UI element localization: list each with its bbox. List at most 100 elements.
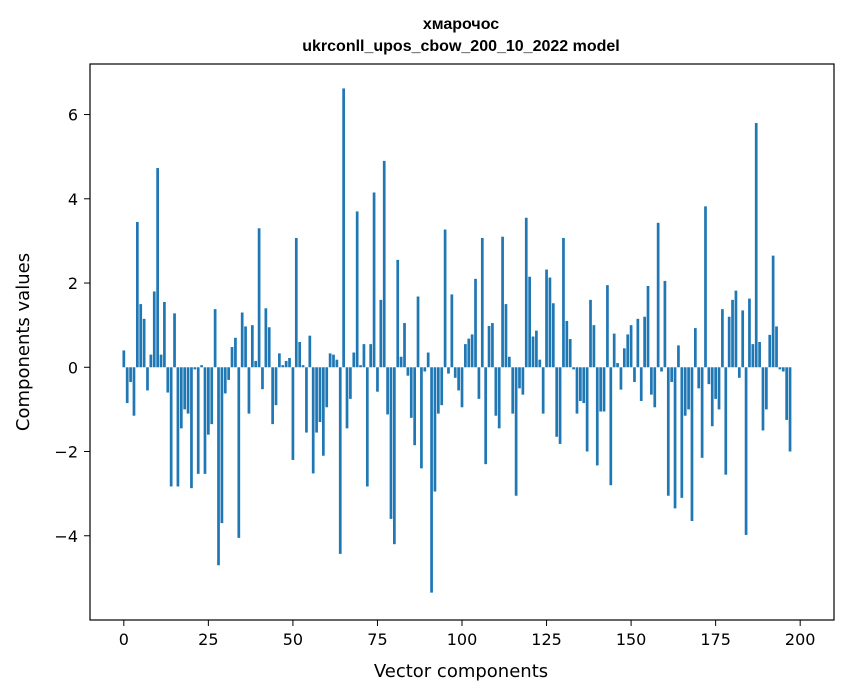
bar bbox=[453, 367, 457, 378]
bar bbox=[230, 347, 234, 368]
y-axis-label: Components values bbox=[13, 253, 34, 431]
bar bbox=[345, 367, 349, 429]
bar bbox=[247, 367, 251, 414]
x-axis-label: Vector components bbox=[374, 661, 548, 682]
bar bbox=[210, 367, 214, 425]
bar bbox=[169, 367, 173, 487]
bar bbox=[501, 236, 504, 368]
bar bbox=[602, 367, 606, 412]
bar bbox=[281, 365, 285, 368]
bar bbox=[731, 299, 734, 368]
x-tick-label: 175 bbox=[700, 630, 731, 649]
bar bbox=[663, 280, 667, 368]
bar bbox=[589, 299, 592, 368]
bar bbox=[629, 325, 633, 368]
bar bbox=[166, 367, 170, 393]
bar bbox=[227, 367, 231, 380]
bar bbox=[531, 336, 535, 368]
bar bbox=[406, 367, 410, 376]
bar bbox=[683, 367, 687, 416]
bar bbox=[748, 298, 751, 368]
bar bbox=[311, 367, 315, 474]
bar bbox=[305, 367, 308, 433]
bar bbox=[785, 367, 789, 420]
bar bbox=[677, 345, 680, 368]
bar bbox=[379, 299, 383, 368]
y-tick-label: −4 bbox=[54, 527, 78, 546]
bar bbox=[433, 367, 437, 492]
bar bbox=[139, 304, 143, 368]
bar bbox=[355, 211, 359, 368]
bar bbox=[565, 320, 569, 368]
bar bbox=[700, 367, 704, 458]
bar bbox=[332, 354, 335, 368]
bar bbox=[284, 360, 288, 368]
bar bbox=[609, 367, 613, 486]
bar bbox=[470, 334, 474, 368]
bar bbox=[146, 367, 149, 391]
bar bbox=[267, 327, 271, 368]
bar bbox=[349, 367, 352, 399]
bar bbox=[301, 365, 305, 368]
chart-subtitle: ukrconll_upos_cbow_200_10_2022 model bbox=[302, 38, 619, 55]
bar bbox=[636, 318, 640, 368]
bar bbox=[186, 367, 190, 414]
bar bbox=[477, 367, 481, 399]
bar bbox=[396, 259, 400, 368]
bar bbox=[690, 367, 694, 522]
bar bbox=[666, 367, 670, 496]
bar bbox=[737, 367, 741, 378]
bar bbox=[288, 358, 291, 368]
bar bbox=[403, 323, 406, 368]
bar bbox=[217, 367, 220, 566]
bar bbox=[656, 222, 660, 368]
bar bbox=[572, 367, 575, 370]
bar bbox=[372, 192, 376, 368]
bar bbox=[173, 313, 176, 368]
bar bbox=[386, 367, 389, 415]
bar bbox=[335, 359, 339, 368]
bar bbox=[650, 367, 653, 395]
bar bbox=[193, 367, 197, 370]
bar bbox=[359, 365, 362, 368]
bar bbox=[264, 308, 268, 368]
bar bbox=[511, 367, 515, 414]
bar bbox=[761, 367, 765, 431]
bar bbox=[687, 367, 690, 410]
bar bbox=[616, 363, 619, 368]
bar bbox=[156, 168, 159, 368]
bar bbox=[152, 291, 156, 368]
bar bbox=[538, 359, 542, 368]
bar bbox=[771, 255, 775, 368]
bar bbox=[497, 367, 501, 429]
x-tick-label: 50 bbox=[283, 630, 303, 649]
x-axis-ticks: 0 25 50 75 100 125 150 175 200 bbox=[119, 620, 815, 649]
bar bbox=[541, 367, 545, 414]
bar bbox=[775, 326, 778, 368]
bar bbox=[294, 237, 298, 368]
bar bbox=[524, 217, 528, 368]
bar bbox=[325, 367, 329, 408]
y-tick-label: 4 bbox=[68, 190, 78, 209]
bar bbox=[352, 352, 356, 368]
bar bbox=[234, 337, 237, 368]
bar bbox=[514, 367, 518, 496]
bar bbox=[474, 278, 477, 368]
bar bbox=[149, 354, 153, 368]
bar bbox=[129, 367, 132, 383]
bar bbox=[521, 367, 525, 395]
bar bbox=[328, 353, 332, 368]
bar bbox=[176, 367, 180, 487]
bar bbox=[778, 367, 782, 370]
y-tick-label: 2 bbox=[68, 274, 78, 293]
bar bbox=[321, 367, 325, 456]
bar bbox=[423, 367, 427, 372]
bar bbox=[443, 229, 447, 368]
bar bbox=[727, 316, 731, 368]
bar bbox=[535, 330, 538, 368]
bar bbox=[271, 367, 274, 425]
bar bbox=[163, 301, 166, 368]
bar bbox=[518, 367, 521, 389]
bar bbox=[278, 353, 281, 368]
